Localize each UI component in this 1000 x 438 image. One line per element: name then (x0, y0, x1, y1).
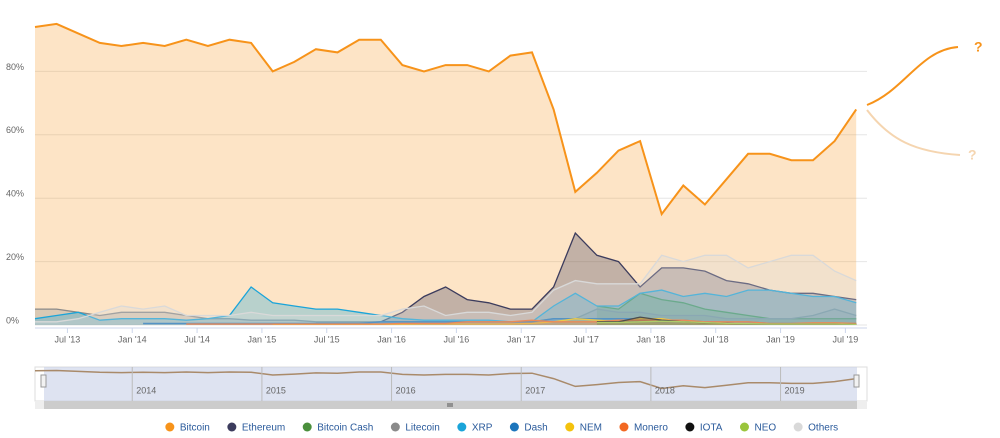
x-tick-label: Jan '17 (507, 334, 536, 344)
legend-marker (457, 422, 467, 432)
navigator-label: 2018 (655, 385, 675, 395)
y-tick-label: 20% (6, 252, 24, 262)
x-tick-label: Jan '19 (766, 334, 795, 344)
legend-item[interactable]: NEO (739, 422, 776, 434)
legend-marker (793, 422, 803, 432)
legend-label: NEO (754, 423, 776, 434)
legend-item[interactable]: Litecoin (390, 422, 440, 434)
navigator-line (34, 369, 857, 390)
legend-item[interactable]: Dash (509, 422, 548, 434)
series-line (34, 286, 857, 323)
x-tick-label: Jul '17 (573, 334, 599, 344)
legend-item[interactable]: Monero (619, 422, 668, 434)
y-tick-label: 80% (6, 62, 24, 72)
navigator-label: 2015 (266, 385, 286, 395)
series-line (35, 254, 857, 323)
legend-label: Bitcoin (180, 423, 210, 434)
series-line (186, 319, 857, 325)
area (35, 287, 857, 325)
y-tick-label: 60% (6, 125, 24, 135)
projection-down (866, 109, 961, 156)
legend-label: Monero (634, 423, 668, 434)
legend-item[interactable]: Bitcoin Cash (302, 422, 374, 434)
x-tick-label: Jan '18 (637, 334, 666, 344)
axes: 0% 20% 40% 60% 80% Jul '13 Jan '14 Jul '14 Jan '… (6, 62, 867, 344)
navigator-label: 2016 (396, 385, 416, 395)
series-line (34, 22, 858, 217)
legend-marker (165, 422, 175, 432)
legend-marker (509, 422, 519, 432)
x-tick-label: Jul '19 (833, 334, 859, 344)
x-tick-label: Jan '14 (118, 334, 147, 344)
legend-item[interactable]: Others (793, 422, 839, 434)
legend-label: Others (808, 423, 838, 434)
legend-item[interactable]: Ethereum (227, 422, 285, 434)
navigator: 2014 2015 2016 2017 2018 2019 (34, 366, 868, 409)
y-tick-label: 0% (6, 315, 19, 325)
scrollbar-grip (447, 403, 453, 407)
legend-marker (619, 422, 629, 432)
legend-marker (227, 422, 237, 432)
navigator-label: 2014 (136, 385, 156, 395)
x-tick-label: Jul '14 (184, 334, 210, 344)
annotation: ? (974, 39, 983, 55)
series-line (315, 231, 857, 325)
legend-label: IOTA (700, 423, 723, 434)
legend-marker (565, 422, 575, 432)
area (596, 293, 857, 325)
plot-areas (34, 22, 858, 326)
legend-label: Bitcoin Cash (317, 423, 373, 434)
legend-label: NEM (580, 423, 602, 434)
legend-label: XRP (472, 423, 493, 434)
area (35, 255, 857, 325)
area (35, 23, 857, 326)
area (596, 317, 857, 325)
series-line (596, 320, 857, 326)
area (315, 233, 857, 325)
legend-item[interactable]: NEM (565, 422, 602, 434)
projection-up (866, 46, 959, 106)
x-tick-label: Jan '15 (248, 334, 277, 344)
legend-item[interactable]: XRP (457, 422, 493, 434)
grid (35, 70, 867, 326)
navigator-label: 2017 (525, 385, 545, 395)
legend-label: Dash (524, 423, 547, 434)
x-tick-label: Jan '16 (377, 334, 406, 344)
navigator-handle[interactable] (40, 374, 47, 388)
x-tick-label: Jul '15 (314, 334, 340, 344)
navigator-label: 2019 (785, 385, 805, 395)
y-tick-label: 40% (6, 189, 24, 199)
legend-label: Ethereum (242, 423, 285, 434)
x-tick-label: Jul '13 (55, 334, 81, 344)
navigator-handle[interactable] (853, 374, 860, 388)
legend-marker (739, 422, 749, 432)
legend-item[interactable]: IOTA (685, 422, 723, 434)
x-tick-label: Jul '18 (703, 334, 729, 344)
legend-marker (390, 422, 400, 432)
legend-marker (302, 422, 312, 432)
legend-marker (685, 422, 695, 432)
legend-label: Litecoin (405, 423, 439, 434)
x-tick-label: Jul '16 (444, 334, 470, 344)
annotation: ? (968, 147, 977, 163)
legend: Bitcoin Ethereum Bitcoin Cash Litecoin XRP Da… (165, 422, 839, 434)
legend-item[interactable]: Bitcoin (165, 422, 210, 434)
